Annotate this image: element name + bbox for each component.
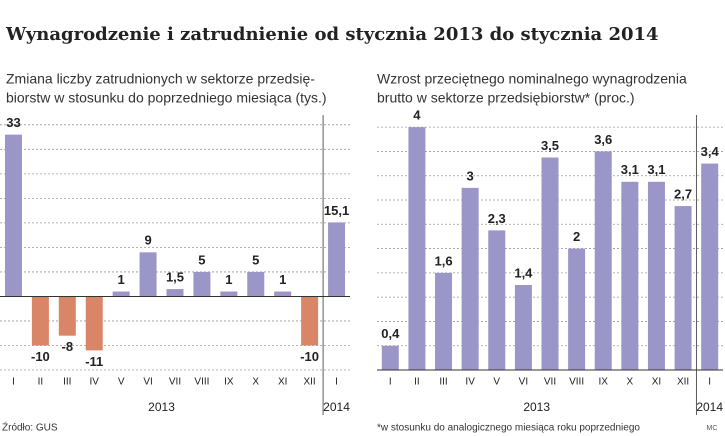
x-tick-label: II: [414, 377, 420, 388]
bar: [139, 252, 157, 297]
group-label: 2014: [323, 400, 350, 414]
credit: MC: [707, 425, 718, 432]
bar: [647, 181, 665, 370]
x-tick-label: VIII: [194, 377, 209, 388]
bar: [247, 271, 265, 297]
x-tick-label: VI: [143, 377, 152, 388]
value-label: 33: [6, 115, 20, 130]
group-label: 2013: [148, 400, 175, 414]
bar: [461, 187, 479, 370]
value-label: 5: [198, 252, 205, 267]
x-tick-label: III: [439, 377, 447, 388]
x-tick-label: VI: [519, 377, 528, 388]
subtitle: biorstw w stosunku do poprzedniego miesi…: [6, 90, 327, 106]
x-tick-label: I: [12, 377, 15, 388]
value-label: 3,6: [594, 132, 612, 147]
x-tick-label: I: [335, 377, 338, 388]
value-label: -10: [300, 349, 319, 364]
bar: [112, 291, 130, 297]
x-tick-label: V: [118, 377, 125, 388]
value-label: 3,1: [621, 162, 639, 177]
bar: [408, 127, 426, 371]
value-label: 2,7: [674, 187, 692, 202]
x-tick-label: I: [389, 377, 392, 388]
group-label: 2014: [696, 400, 723, 414]
value-label: -10: [31, 349, 50, 364]
bar: [541, 157, 559, 370]
value-label: 3,4: [701, 144, 720, 159]
bar: [568, 248, 586, 370]
x-tick-label: XI: [278, 377, 287, 388]
x-tick-label: XII: [303, 377, 315, 388]
value-label: 9: [144, 233, 151, 248]
bar: [381, 345, 399, 370]
x-tick-label: X: [252, 377, 259, 388]
value-label: 15,1: [324, 203, 349, 218]
value-label: 2,3: [488, 211, 506, 226]
value-label: 1: [118, 272, 125, 287]
bar: [31, 296, 49, 346]
x-tick-label: IX: [599, 377, 609, 388]
x-tick-label: I: [708, 377, 711, 388]
value-label: 1,4: [514, 265, 533, 280]
bar: [594, 151, 612, 370]
value-label: 0,4: [381, 326, 400, 341]
bar: [301, 296, 319, 346]
value-label: 3,5: [541, 138, 559, 153]
value-label: 1,6: [434, 253, 452, 268]
bar: [4, 134, 22, 297]
bar: [701, 163, 719, 370]
x-tick-label: IX: [224, 377, 234, 388]
x-tick-label: V: [493, 377, 500, 388]
bar: [435, 272, 453, 370]
subtitle: Zmiana liczby zatrudnionych w sektorze p…: [6, 71, 315, 87]
bar: [274, 291, 292, 297]
value-label: 4: [413, 108, 421, 123]
source: Źródło: GUS: [2, 421, 58, 434]
x-tick-label: XI: [652, 377, 661, 388]
x-tick-label: IV: [90, 377, 100, 388]
x-tick-label: XII: [677, 377, 689, 388]
subtitle: Wzrost przeciętnego nominalnego wynagrod…: [377, 71, 687, 87]
note: *w stosunku do analogicznego miesiąca ro…: [377, 423, 640, 434]
value-label: -8: [62, 339, 74, 354]
bar: [58, 296, 76, 336]
x-tick-label: VII: [544, 377, 556, 388]
value-label: 3,1: [647, 162, 665, 177]
subtitle: brutto w sektorze przedsiębiorstw* (proc…: [377, 90, 635, 106]
bar: [488, 230, 506, 370]
bar: [621, 181, 639, 370]
x-tick-label: VII: [169, 377, 181, 388]
value-label: 3: [467, 168, 474, 183]
bar: [85, 296, 103, 351]
x-tick-label: III: [63, 377, 71, 388]
x-tick-label: VIII: [569, 377, 584, 388]
value-label: 2: [573, 229, 580, 244]
bar: [166, 289, 184, 297]
bar: [328, 222, 346, 297]
x-tick-label: X: [627, 377, 634, 388]
value-label: 1: [225, 272, 232, 287]
bar: [514, 285, 532, 370]
x-tick-label: II: [38, 377, 44, 388]
value-label: -11: [85, 354, 103, 369]
value-label: 1: [279, 272, 286, 287]
x-tick-label: IV: [465, 377, 475, 388]
value-label: 1,5: [166, 270, 184, 285]
bar: [193, 271, 211, 297]
group-label: 2013: [523, 400, 550, 414]
page-title: Wynagrodzenie i zatrudnienie od stycznia…: [5, 24, 659, 45]
value-label: 5: [252, 252, 259, 267]
bar: [674, 206, 692, 370]
bar: [220, 291, 238, 297]
